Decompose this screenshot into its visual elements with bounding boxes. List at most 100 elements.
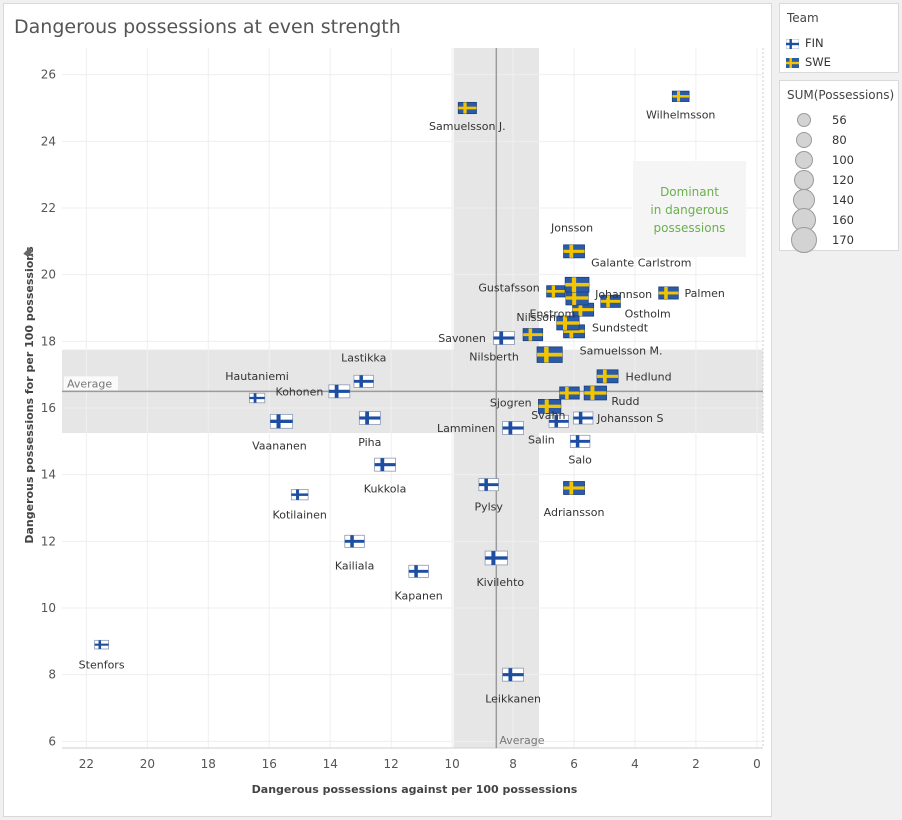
label-johannson: Johannson — [594, 288, 652, 301]
point-kapanen — [408, 564, 429, 578]
annotation-text-line: in dangerous — [650, 203, 728, 217]
point-stenfors — [94, 639, 110, 650]
label-lastikka: Lastikka — [341, 351, 386, 364]
y-average-label-bg — [64, 376, 118, 391]
point-lastikka — [353, 374, 374, 388]
label-johansson-s: Johansson S — [596, 412, 663, 425]
flag-cross-horizontal — [344, 539, 365, 543]
label-salo: Salo — [568, 453, 592, 466]
point-savonen — [493, 331, 515, 345]
y-tick-label: 16 — [41, 401, 56, 415]
point-salo — [569, 434, 591, 448]
flag-cross-horizontal — [538, 404, 561, 408]
size-legend-circle-icon — [793, 169, 815, 191]
point-piha — [358, 411, 381, 425]
flag-cross-horizontal — [584, 391, 607, 395]
y-average-label: Average — [67, 377, 112, 390]
y-tick-label: 12 — [41, 534, 56, 548]
label-kukkola: Kukkola — [364, 483, 407, 496]
size-legend-title: SUM(Possessions) — [787, 88, 895, 102]
label-kapanen: Kapanen — [394, 589, 442, 602]
pin-icon-shape — [23, 247, 34, 258]
label-gustafsson: Gustafsson — [478, 281, 539, 294]
label-lamminen: Lamminen — [437, 422, 495, 435]
size-legend-circle-icon — [791, 227, 817, 253]
flag-cross-horizontal — [249, 396, 265, 400]
x-tick-label: 14 — [323, 757, 338, 771]
flag-cross-horizontal — [563, 249, 585, 253]
point-samuelsson-j — [457, 101, 477, 115]
flag-cross-horizontal — [493, 336, 515, 340]
x-tick-label: 6 — [570, 757, 578, 771]
legend-item-fin[interactable]: FIN — [786, 34, 824, 52]
flag-cross-horizontal — [572, 308, 594, 312]
size-legend-item[interactable]: 170 — [786, 227, 896, 253]
flag-cross-horizontal — [270, 419, 293, 423]
point-leikkanen — [502, 667, 524, 682]
label-stenfors: Stenfors — [79, 659, 125, 672]
y-tick-label: 10 — [41, 601, 56, 615]
pin-icon — [23, 247, 34, 258]
size-legend-label: 140 — [832, 193, 854, 207]
point-nilsberth — [522, 328, 544, 342]
size-legend-item[interactable]: 80 — [786, 131, 896, 149]
size-legend-label: 56 — [832, 113, 847, 127]
size-legend-label: 120 — [832, 173, 854, 187]
size-legend-circle-icon — [794, 150, 814, 170]
label-palmen: Palmen — [685, 287, 725, 300]
point-gustafsson — [546, 285, 566, 298]
point-jonsson — [563, 244, 585, 259]
point-johansson-s — [572, 411, 594, 425]
flag-cross-horizontal — [353, 379, 374, 383]
label-kivilehto: Kivilehto — [476, 576, 524, 589]
flag-cross-horizontal — [563, 486, 585, 490]
x-tick-label: 4 — [631, 757, 639, 771]
label-savonen: Savonen — [438, 332, 486, 345]
y-tick-label: 8 — [48, 668, 56, 682]
label-rudd: Rudd — [611, 395, 639, 408]
flag-cross-horizontal — [523, 333, 543, 337]
flag-cross-horizontal — [559, 391, 580, 395]
flag-cross-horizontal — [485, 556, 508, 560]
size-legend-circle-icon — [795, 131, 813, 149]
y-tick-label: 24 — [41, 134, 56, 148]
point-johannson — [565, 290, 589, 306]
size-legend-item[interactable]: 100 — [786, 150, 896, 170]
flag-cross-horizontal — [94, 643, 109, 646]
size-legend-item[interactable]: 56 — [786, 111, 896, 129]
size-legend-label: 170 — [832, 233, 854, 247]
label-adriansson: Adriansson — [544, 506, 605, 519]
annotation-box — [633, 161, 746, 257]
point-wilhelmsson — [671, 90, 690, 102]
size-legend-item[interactable]: 120 — [786, 169, 896, 191]
x-tick-label: 10 — [444, 757, 459, 771]
legend-label-fin: FIN — [805, 36, 824, 50]
y-tick-label: 26 — [41, 68, 56, 82]
legend-item-swe[interactable]: SWE — [786, 53, 831, 71]
label-enstrom: Enstrom — [529, 308, 575, 321]
flag-cross-horizontal — [291, 493, 309, 496]
x-tick-label: 2 — [692, 757, 700, 771]
flag-cross-horizontal — [565, 296, 589, 300]
legend-label-swe: SWE — [805, 55, 831, 69]
annotation-text-line: Dominant — [660, 185, 719, 199]
flag-cross-horizontal — [408, 569, 429, 573]
flag-cross-horizontal — [359, 416, 381, 420]
flag-cross-horizontal — [658, 291, 679, 295]
y-axis-title: Dangerous possessions for per 100 posses… — [23, 246, 36, 544]
flag-cross-horizontal — [573, 416, 593, 420]
label-kotilainen: Kotilainen — [273, 509, 327, 522]
team-legend-title: Team — [787, 11, 819, 25]
point-rudd — [583, 385, 607, 401]
flag-cross-horizontal — [537, 352, 563, 357]
size-legend-item[interactable]: 140 — [786, 188, 896, 212]
label-sjogren: Sjogren — [490, 396, 532, 409]
label-leikkanen: Leikkanen — [485, 693, 541, 706]
label-samuelsson-m: Samuelsson M. — [580, 345, 663, 358]
x-tick-label: 22 — [79, 757, 94, 771]
point-hedlund — [596, 369, 619, 384]
point-svahn — [559, 386, 580, 400]
y-tick-label: 20 — [41, 268, 56, 282]
label-nilsson: Nilsson — [516, 311, 556, 324]
